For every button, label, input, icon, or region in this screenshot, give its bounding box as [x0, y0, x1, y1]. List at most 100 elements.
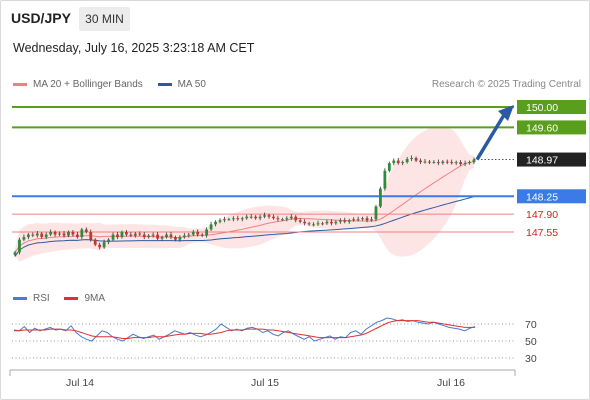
candle-body [472, 159, 476, 163]
rsi-legend: RSI 9MA [13, 293, 117, 304]
candle-body [125, 232, 128, 235]
candle [405, 157, 409, 164]
candle-body [133, 233, 137, 236]
candle [218, 218, 222, 224]
candle [125, 229, 128, 237]
candle-body [325, 221, 329, 224]
candle [441, 160, 445, 165]
candle [387, 161, 391, 173]
candle [325, 219, 329, 225]
candle-body [329, 221, 333, 224]
candle [18, 237, 21, 255]
level-tag [517, 189, 586, 204]
candle-body [174, 237, 177, 240]
level-147.55: 147.55 [12, 227, 558, 239]
rsi-swatch [13, 296, 27, 300]
bollinger-band [14, 126, 475, 262]
candle-body [138, 233, 142, 235]
candle [200, 233, 204, 238]
candle-body [75, 234, 79, 238]
legend-label-ma50: MA 50 [177, 79, 206, 90]
candle-body [365, 218, 369, 221]
candle [142, 232, 146, 240]
candle [129, 232, 133, 238]
candle-body [200, 234, 204, 236]
candle-body [107, 239, 110, 243]
candle-body [147, 235, 151, 238]
candle [133, 232, 137, 238]
x-tick-label: Jul 14 [66, 377, 94, 389]
candle [53, 230, 57, 237]
candle [107, 238, 110, 245]
candle [468, 160, 471, 165]
candle-body [370, 219, 373, 221]
ma20-swatch [13, 82, 27, 86]
candle-body [436, 162, 440, 164]
candle-body [343, 220, 347, 222]
candle [294, 215, 298, 223]
timestamp: Wednesday, July 16, 2025 3:23:18 AM CET [13, 41, 255, 55]
legend-item-ma50: MA 50 [157, 79, 206, 90]
legend-item-ma20: MA 20 + Bollinger Bands [13, 79, 143, 90]
candle-body [285, 218, 289, 220]
candle [187, 233, 191, 238]
candle-body [151, 234, 155, 236]
candle-body [379, 188, 382, 207]
candle [240, 216, 244, 222]
candle-body [267, 215, 271, 217]
candle-body [165, 234, 168, 238]
rsi-tick-label: 30 [525, 353, 537, 365]
level-label: 150.00 [526, 102, 558, 114]
candle [263, 212, 266, 219]
candle [419, 158, 422, 165]
candle [102, 239, 106, 249]
candle-body [205, 229, 209, 236]
candle [151, 232, 155, 238]
candle [370, 216, 373, 222]
candle [392, 158, 396, 166]
candle-body [58, 233, 61, 235]
candle-body [303, 221, 307, 224]
level-147.90: 147.90 [12, 209, 558, 221]
candle-body [321, 223, 324, 225]
candle-body [191, 232, 195, 235]
candle [463, 160, 467, 167]
bollinger-fill [15, 126, 474, 262]
candle [147, 234, 151, 239]
candle [272, 214, 275, 220]
legend-item-rsi: RSI [13, 293, 50, 304]
candle [276, 215, 280, 222]
timeframe-button[interactable]: 30 MIN [79, 7, 130, 31]
candle-body [294, 216, 298, 221]
candle [75, 232, 79, 239]
candle [71, 229, 75, 237]
candle-body [258, 216, 262, 219]
candle-body [129, 234, 133, 236]
candle-body [441, 161, 445, 164]
candle-body [387, 163, 391, 171]
level-label: 149.60 [526, 122, 558, 134]
candle [316, 220, 320, 226]
candle [298, 218, 302, 224]
candle-body [93, 239, 97, 245]
candle [62, 230, 66, 238]
ma50-line [14, 196, 475, 257]
candle-body [405, 159, 409, 163]
candle-body [227, 219, 231, 221]
candle-body [454, 162, 458, 164]
candle [245, 214, 249, 220]
candle [379, 186, 382, 209]
candle [138, 231, 142, 237]
candle-body [254, 216, 258, 219]
candle-body [160, 237, 164, 239]
legend-label-9ma: 9MA [84, 293, 106, 304]
level-label: 148.25 [526, 191, 558, 203]
candle [231, 216, 235, 222]
candle-body [218, 220, 222, 222]
candle [58, 231, 61, 237]
candle-body [307, 223, 311, 225]
candle [436, 159, 440, 166]
candle [40, 232, 44, 239]
candle [178, 235, 182, 242]
